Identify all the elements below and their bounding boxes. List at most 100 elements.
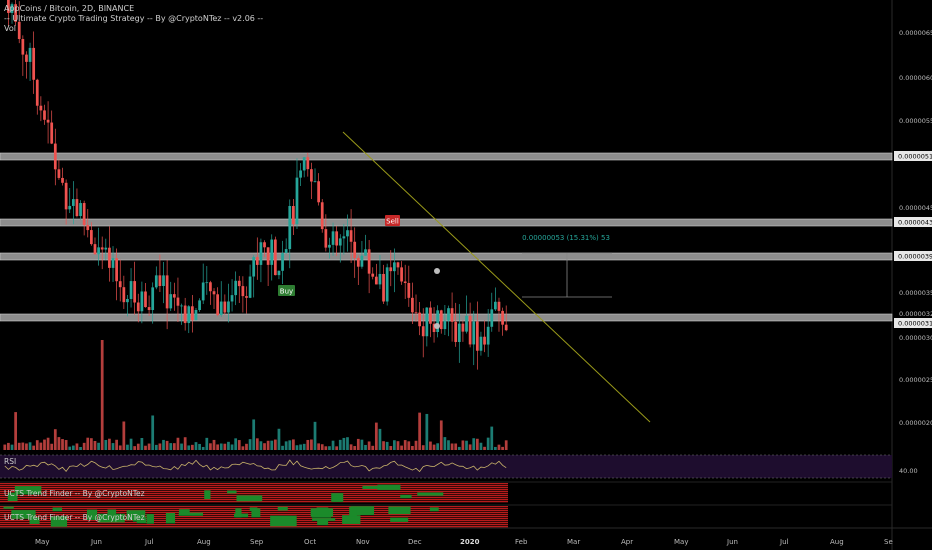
resistance-band-1[interactable] — [0, 152, 893, 161]
candle-body — [245, 296, 248, 298]
candle-body — [472, 321, 476, 345]
trendline[interactable] — [342, 131, 651, 423]
volume-bar — [90, 438, 93, 450]
volume-bar — [111, 443, 115, 450]
volume-bar — [302, 443, 306, 450]
trend-signal-block — [342, 515, 361, 524]
candle-body — [414, 312, 418, 314]
volume-bar — [25, 443, 28, 450]
trend-finder-pane-2[interactable] — [0, 506, 508, 528]
volume-bar — [450, 443, 454, 450]
candle-body — [292, 206, 295, 225]
volume-bar — [306, 439, 310, 450]
volume-bar — [108, 438, 111, 450]
volume-bar — [68, 446, 72, 450]
candle-body — [475, 321, 479, 351]
price-badge-label: 0.00000513 — [898, 153, 932, 161]
volume-bar — [353, 446, 357, 450]
resistance-band-3[interactable] — [0, 252, 893, 261]
trend-signal-block — [277, 506, 288, 511]
price-badge-label: 0.00000434 — [898, 219, 932, 227]
volume-bar — [219, 443, 223, 450]
time-axis[interactable]: May Jun Jul Aug Sep Oct Nov Dec 2020 Feb… — [35, 538, 893, 546]
volume-bar — [35, 440, 39, 450]
volume-bar — [147, 443, 151, 450]
volume-label[interactable]: Vol — [4, 24, 16, 33]
candle-body — [371, 273, 375, 277]
candle-body — [421, 326, 425, 337]
volume-bar — [393, 440, 396, 450]
trend-signal-block — [317, 519, 329, 526]
candle-body — [389, 267, 393, 272]
time-tick: Jun — [726, 538, 738, 546]
candle-body — [147, 307, 151, 311]
buy-signal[interactable]: Buy — [278, 285, 295, 296]
candle-body — [497, 301, 501, 311]
trend-signal-block — [204, 490, 211, 500]
trend-signal-block — [311, 514, 331, 518]
time-tick: Feb — [515, 538, 528, 546]
trend-signal-block — [362, 485, 385, 489]
price-axis[interactable]: 0.00000650 0.00000600 0.00000550 0.00000… — [894, 29, 932, 475]
volume-bar — [75, 443, 79, 450]
volume-bar — [342, 437, 346, 450]
trend-finder-label-2[interactable]: UCTS Trend Finder -- By @CryptoNTez — [4, 513, 145, 522]
volume-bar — [501, 446, 504, 450]
volume-bar — [443, 437, 447, 450]
price-tick: 0.00000450 — [899, 204, 932, 212]
candle-body — [144, 291, 147, 308]
volume-bar — [465, 440, 468, 450]
strategy-title[interactable]: -- Ultimate Crypto Trading Strategy -- B… — [4, 14, 264, 23]
candle-body — [79, 203, 82, 217]
volume-bar — [378, 428, 382, 450]
candle-body — [90, 230, 93, 245]
volume-bar — [93, 440, 97, 450]
candle-body — [100, 247, 104, 250]
candle-body — [367, 249, 371, 274]
volume-bar — [490, 426, 494, 450]
candle-body — [328, 244, 331, 248]
volume-bar — [418, 412, 421, 450]
candle-body — [277, 270, 281, 276]
volume-bar — [234, 438, 238, 450]
volume-bar — [28, 442, 32, 450]
volume-bar — [53, 429, 57, 450]
support-band[interactable] — [0, 313, 893, 322]
candle-body — [212, 291, 216, 295]
trend-finder-label-1[interactable]: UCTS Trend Finder -- By @CryptoNTez — [4, 489, 145, 498]
volume-bar — [57, 437, 61, 450]
volume-bar — [14, 412, 17, 450]
trend-signal-block — [29, 517, 40, 524]
trend-finder-pane-1[interactable] — [0, 483, 508, 503]
price-range-measure[interactable]: 0.00000053 (15.31%) 53 — [522, 234, 612, 298]
rsi-pane[interactable] — [0, 454, 892, 479]
time-tick: Se — [884, 538, 893, 546]
volume-bar — [313, 421, 317, 450]
candle-body — [241, 286, 245, 297]
candle-body — [320, 202, 324, 230]
rsi-label[interactable]: RSI — [4, 457, 17, 466]
volume-bar — [328, 446, 331, 450]
volume-bar — [46, 437, 50, 450]
candle-body — [104, 247, 108, 250]
volume-bar — [183, 437, 187, 450]
price-tick: 0.00000300 — [899, 334, 932, 342]
volume-bar — [346, 437, 349, 450]
resistance-band-2[interactable] — [0, 218, 893, 227]
volume-bar — [212, 439, 216, 450]
volume-bar — [252, 419, 256, 450]
volume-bar — [396, 441, 400, 450]
candle-body — [25, 54, 28, 62]
candle-body — [403, 281, 407, 283]
symbol-title[interactable]: AppCoins / Bitcoin, 2D, BINANCE — [4, 4, 135, 13]
trend-signal-block — [178, 512, 204, 516]
trend-signal-block — [50, 516, 68, 527]
trend-signal-block — [390, 517, 409, 522]
level-bands — [0, 152, 893, 322]
sell-signal[interactable]: Sell — [385, 215, 400, 226]
candle-body — [71, 199, 75, 206]
volume-bar — [331, 440, 335, 450]
candle-body — [454, 321, 458, 343]
candle-body — [494, 301, 497, 310]
